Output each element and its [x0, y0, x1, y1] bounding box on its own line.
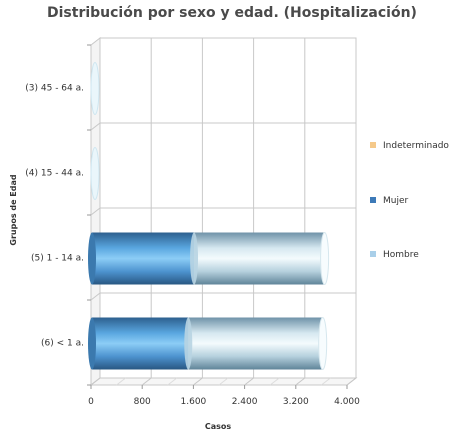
legend-item[interactable]: Hombre: [370, 250, 419, 260]
floor-minor-line: [167, 377, 178, 386]
legend-label: Hombre: [383, 250, 419, 260]
floor-gridline: [193, 377, 203, 386]
category-separator-side: [90, 292, 101, 301]
x-axis-title: Casos: [205, 422, 232, 431]
bar-group[interactable]: [88, 232, 330, 285]
bar-group[interactable]: [90, 62, 100, 115]
y-axis-title: Grupos de Edad: [9, 174, 18, 246]
floor-minor-line: [218, 377, 229, 386]
floor-minor-line: [269, 377, 280, 386]
floor-minor-line: [116, 377, 126, 386]
legend-swatch: [370, 142, 376, 148]
bar-group[interactable]: [90, 147, 100, 200]
x-tick-label: 0: [88, 397, 94, 407]
bar-start-cap: [88, 317, 96, 370]
chart-title: Distribución por sexo y edad. (Hospitali…: [47, 5, 417, 21]
floor-gridline: [141, 377, 152, 386]
bar-end-cap[interactable]: [320, 232, 330, 285]
category-separator-side: [90, 207, 101, 216]
bar-segment-joint: [184, 317, 193, 370]
bar-start-cap: [88, 232, 96, 285]
legend-label: Mujer: [383, 196, 409, 206]
legend-swatch: [370, 251, 376, 257]
category-label: (6) < 1 a.: [41, 339, 84, 349]
bar-hombre[interactable]: [92, 317, 189, 370]
floor-gridline: [346, 377, 357, 386]
category-separator-side: [90, 122, 101, 131]
legend-label: Indeterminado: [383, 141, 449, 151]
bar-end-cap[interactable]: [90, 147, 100, 200]
floor-minor-line: [321, 377, 331, 386]
legend-swatch: [370, 197, 376, 203]
bar-mujer[interactable]: [194, 232, 325, 285]
x-tick-label: 1.600: [181, 397, 207, 407]
category-label: (4) 15 - 44 a.: [25, 169, 84, 179]
bar-end-cap[interactable]: [90, 62, 100, 115]
category-label: (5) 1 - 14 a.: [31, 254, 84, 264]
bar-end-cap[interactable]: [318, 317, 328, 370]
x-tick-label: 800: [134, 397, 151, 407]
x-tick-label: 4.000: [334, 397, 360, 407]
floor-gridline: [295, 377, 306, 386]
bar-mujer[interactable]: [188, 317, 323, 370]
bar-group[interactable]: [88, 317, 328, 370]
legend-item[interactable]: Indeterminado: [370, 141, 449, 151]
x-tick-label: 2.400: [232, 397, 258, 407]
legend-item[interactable]: Mujer: [370, 196, 409, 206]
floor-gridline: [90, 377, 101, 386]
category-label: (3) 45 - 64 a.: [25, 84, 84, 94]
x-tick-label: 3.200: [283, 397, 309, 407]
floor-gridline: [244, 377, 254, 386]
bar-segment-joint: [190, 232, 199, 285]
bar-hombre[interactable]: [92, 232, 195, 285]
